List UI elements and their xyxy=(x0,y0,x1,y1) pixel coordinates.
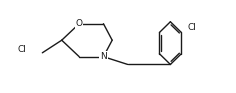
Text: N: N xyxy=(100,52,107,61)
Text: Cl: Cl xyxy=(17,45,26,54)
Text: Cl: Cl xyxy=(187,23,196,32)
Text: O: O xyxy=(76,19,83,28)
